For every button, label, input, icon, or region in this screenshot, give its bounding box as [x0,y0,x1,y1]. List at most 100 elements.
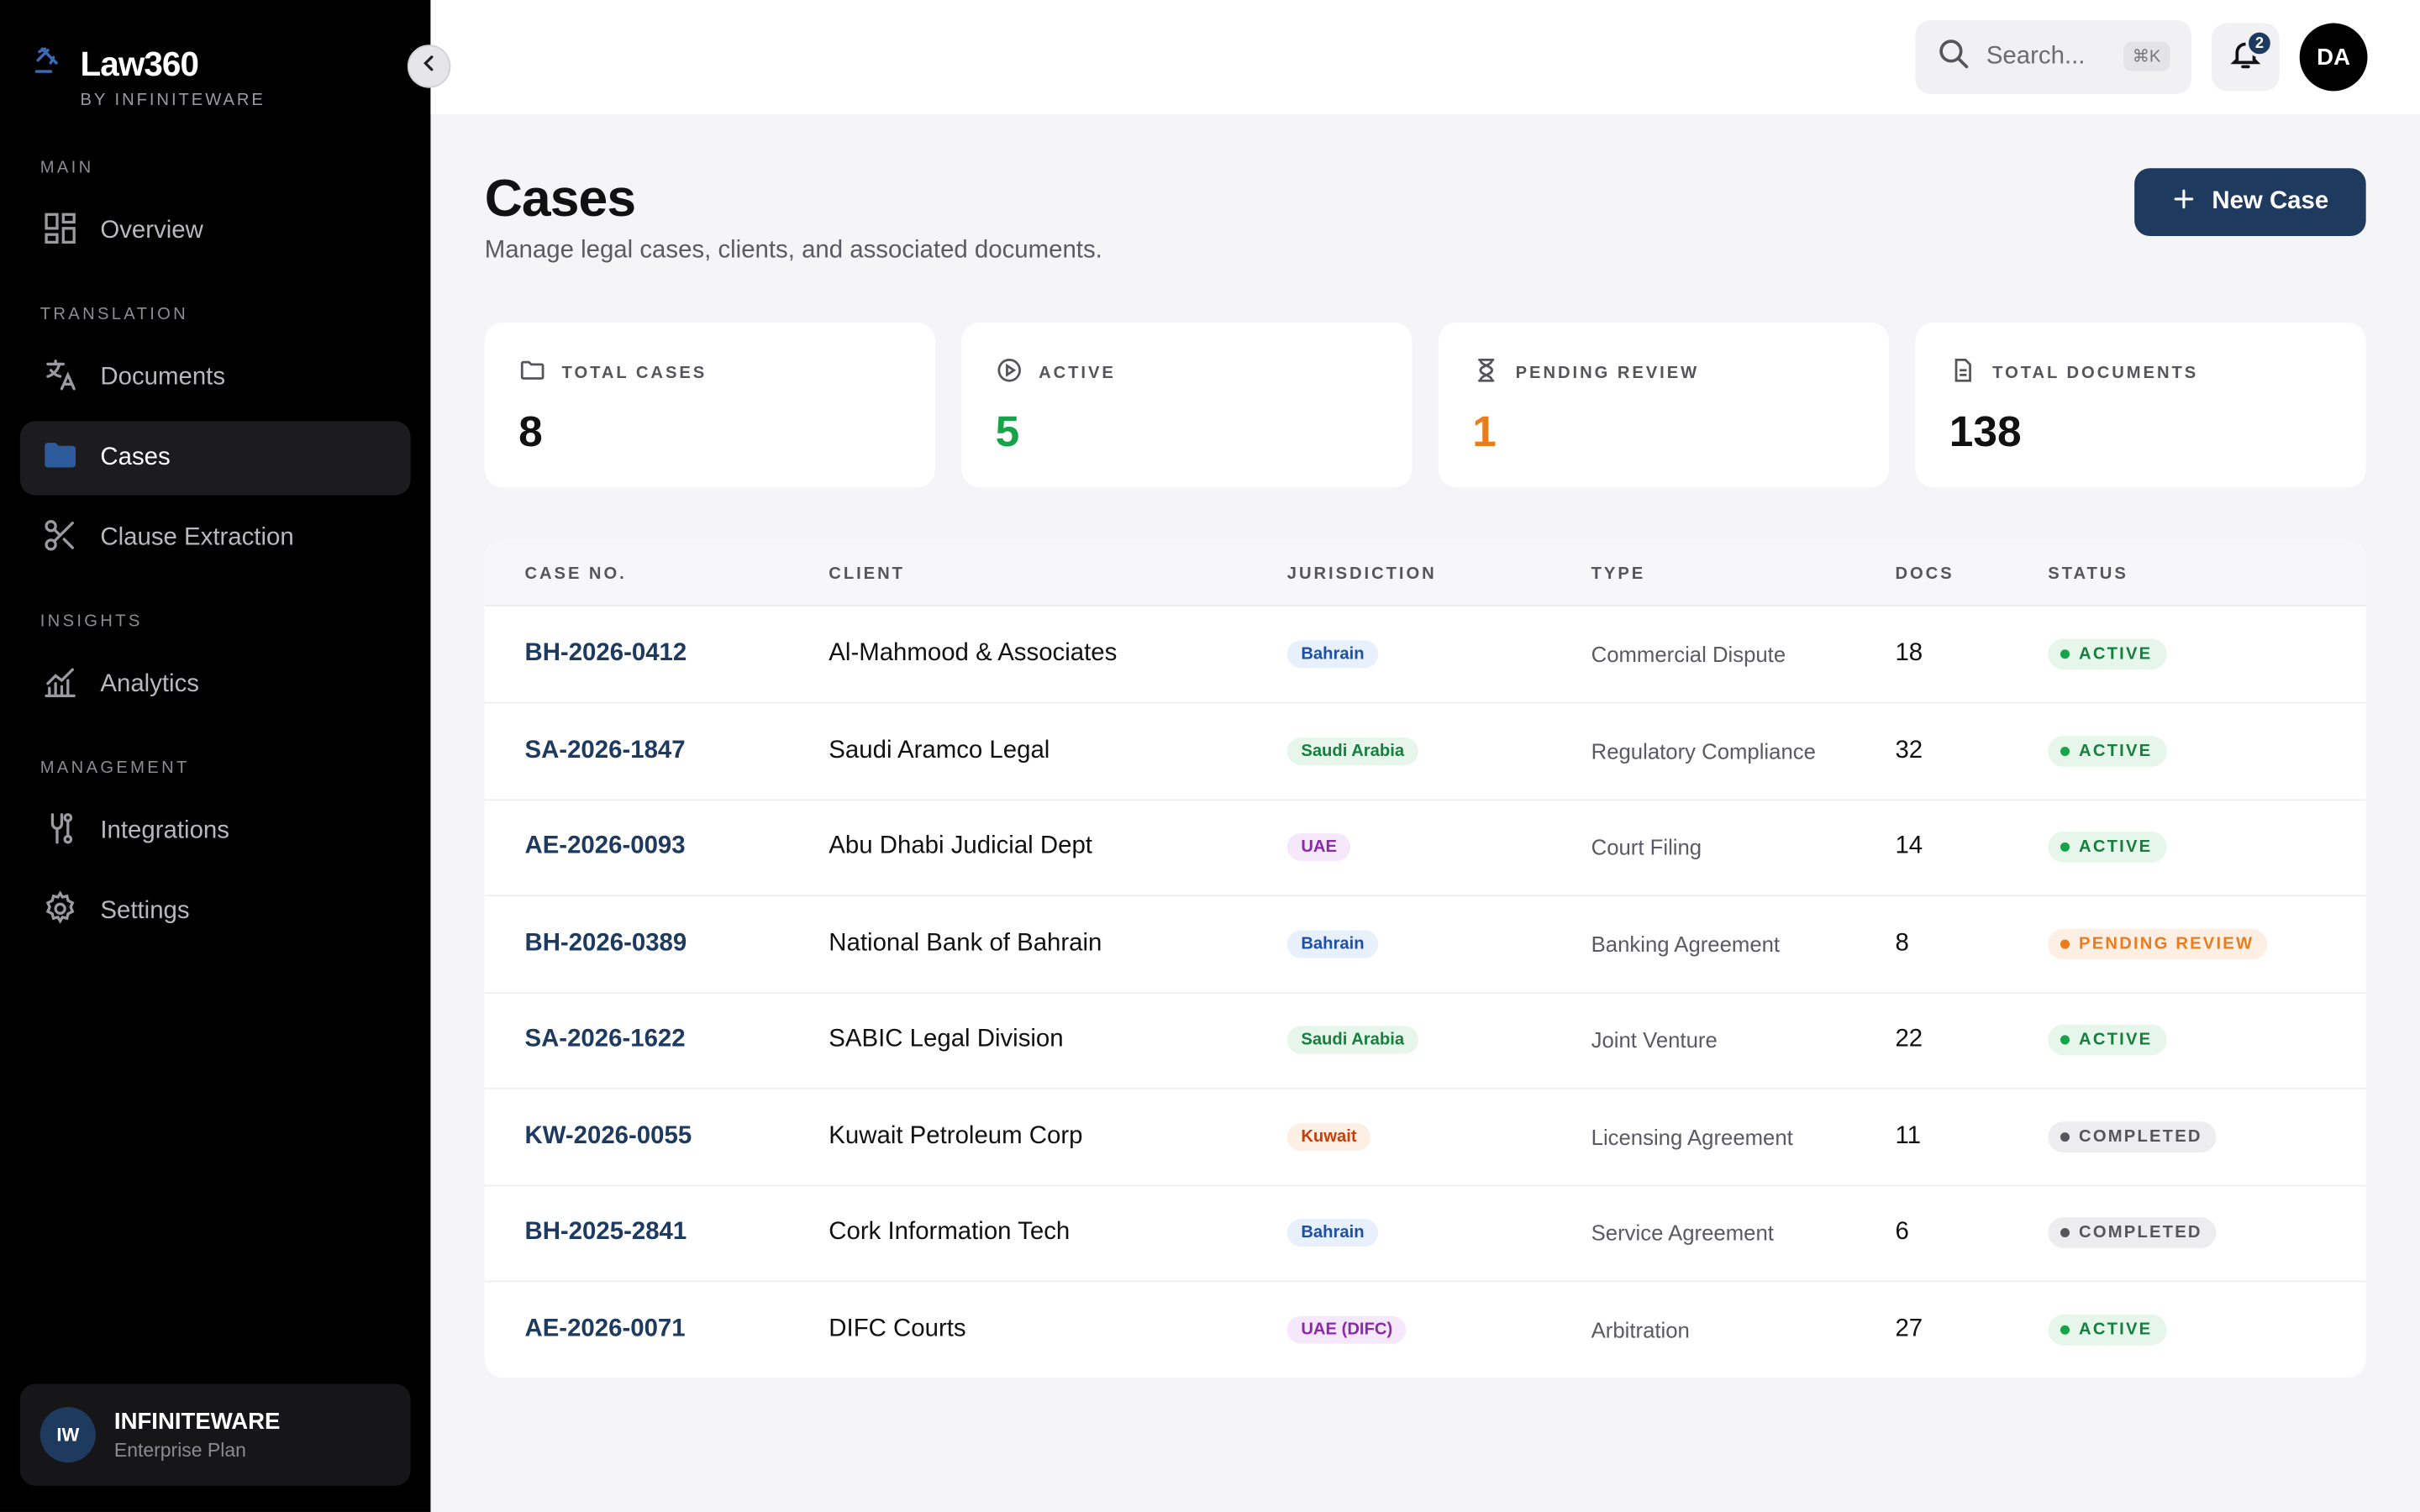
jurisdiction-badge: Kuwait [1286,1122,1371,1151]
sidebar-item-clause-extraction[interactable]: Clause Extraction [20,501,411,575]
docs-count: 14 [1895,832,1923,860]
sidebar-item-label: Cases [100,444,171,471]
table-row[interactable]: BH-2025-2841 Cork Information Tech Bahrain… [484,1185,2366,1283]
collapse-sidebar-button[interactable] [407,45,451,88]
client-name: National Bank of Bahrain [829,929,1102,956]
client-name: Kuwait Petroleum Corp [829,1122,1083,1149]
docs-count: 22 [1895,1026,1923,1053]
folder-icon [518,356,546,389]
case-number-link[interactable]: AE-2026-0093 [524,832,686,860]
section-label-translation: TRANSLATION [39,305,189,324]
sidebar-item-integrations[interactable]: Integrations [20,795,411,869]
page-subtitle: Manage legal cases, clients, and associa… [484,237,1102,265]
jurisdiction-badge: UAE (DIFC) [1286,1315,1407,1343]
status-dot-icon [2060,938,2070,948]
client-name: Abu Dhabi Judicial Dept [829,832,1092,860]
sidebar-item-label: Documents [100,364,226,391]
jurisdiction-badge: Bahrain [1286,1218,1379,1247]
search-box[interactable]: Search... ⌘K [1915,19,2192,95]
stat-value: 138 [1949,407,2022,455]
docs-count: 11 [1895,1122,1921,1149]
search-shortcut: ⌘K [2123,41,2170,71]
status-dot-icon [2060,1131,2070,1142]
sidebar-item-cases[interactable]: Cases [19,421,411,496]
status-badge: COMPLETED [2048,1217,2217,1248]
case-type: Banking Agreement [1591,931,1781,956]
sidebar-item-analytics[interactable]: Analytics [20,648,411,722]
case-number-link[interactable]: AE-2026-0071 [524,1315,686,1342]
sidebar-item-label: Settings [100,897,190,925]
table-row[interactable]: KW-2026-0055 Kuwait Petroleum Corp Kuwait L… [484,1089,2366,1186]
column-header-type[interactable]: TYPE [1591,564,1646,584]
status-dot-icon [2060,649,2070,659]
column-header-client[interactable]: CLIENT [829,564,905,584]
status-label: COMPLETED [2079,1223,2202,1242]
status-badge: PENDING REVIEW [2048,927,2268,959]
section-label-main: MAIN [39,159,94,178]
sidebar-item-documents[interactable]: Documents [20,341,411,415]
stat-value: 1 [1472,407,1497,455]
org-avatar: IW [39,1407,96,1463]
column-header-jurisdiction[interactable]: JURISDICTION [1286,564,1437,584]
table-row[interactable]: SA-2026-1847 Saudi Aramco Legal Saudi Arab… [484,703,2366,801]
table-row[interactable]: AE-2026-0071 DIFC Courts UAE (DIFC) Arbitra… [485,1281,2366,1378]
table-row[interactable]: BH-2026-0412 Al-Mahmood & Associates Bahra… [484,606,2366,704]
column-header-case-no[interactable]: CASE NO. [524,564,627,584]
case-number-link[interactable]: SA-2026-1622 [524,1026,686,1053]
new-case-label: New Case [2212,188,2329,215]
table-row[interactable]: AE-2026-0093 Abu Dhabi Judicial Dept UAE Co… [484,799,2366,897]
case-number-link[interactable]: KW-2026-0055 [524,1122,692,1149]
status-badge: ACTIVE [2048,638,2166,670]
status-dot-icon [2060,1035,2070,1045]
document-icon [1949,356,1977,389]
play-circle-icon [996,356,1023,389]
column-header-status[interactable]: STATUS [2048,564,2128,584]
gavel-icon [31,43,65,85]
section-label-management: MANAGEMENT [39,759,190,778]
brand[interactable]: Law360 BY INFINITEWARE [31,43,266,109]
case-number-link[interactable]: SA-2026-1847 [524,737,686,764]
status-label: ACTIVE [2079,644,2153,664]
case-type: Arbitration [1591,1316,1690,1342]
translate-icon [42,355,79,400]
column-header-docs[interactable]: DOCS [1895,564,1954,584]
stat-card-total-documents: TOTAL DOCUMENTS 138 [1915,322,2366,488]
status-label: ACTIVE [2079,837,2153,857]
user-avatar[interactable]: DA [2299,23,2368,92]
integrations-icon [42,809,79,853]
status-label: ACTIVE [2079,1320,2153,1339]
case-type: Licensing Agreement [1591,1124,1793,1149]
stat-value: 5 [995,407,1020,455]
client-name: SABIC Legal Division [829,1026,1064,1053]
sidebar-item-label: Overview [100,217,203,244]
sidebar: Law360 BY INFINITEWARE MAIN Overview TRA… [0,0,431,1512]
table-row[interactable]: SA-2026-1622 SABIC Legal Division Saudi Ar… [484,992,2366,1089]
status-label: ACTIVE [2079,1030,2153,1049]
notifications-button[interactable]: 2 [2211,23,2280,92]
case-number-link[interactable]: BH-2025-2841 [524,1218,687,1246]
org-plan: Enterprise Plan [113,1439,246,1462]
case-type: Service Agreement [1591,1220,1774,1246]
case-number-link[interactable]: BH-2026-0389 [524,929,687,956]
search-input[interactable]: Search... [1986,43,2086,70]
notification-badge: 2 [2245,29,2274,57]
dashboard-icon [42,209,79,254]
plus-icon [2172,186,2196,218]
status-badge: ACTIVE [2048,831,2166,863]
topbar: Search... ⌘K 2 DA [430,0,2420,114]
org-switcher[interactable]: IW INFINITEWARE Enterprise Plan [19,1383,411,1486]
stat-label: ACTIVE [1039,363,1116,382]
sidebar-item-label: Clause Extraction [100,524,294,551]
sidebar-item-overview[interactable]: Overview [20,194,411,268]
case-type: Joint Venture [1591,1027,1718,1053]
case-number-link[interactable]: BH-2026-0412 [524,640,687,667]
case-type: Regulatory Compliance [1591,738,1816,764]
client-name: DIFC Courts [829,1315,966,1342]
status-dot-icon [2060,746,2070,756]
jurisdiction-badge: Saudi Arabia [1286,1026,1418,1054]
status-dot-icon [2060,842,2070,852]
new-case-button[interactable]: New Case [2134,168,2366,237]
app-subtitle: BY INFINITEWARE [80,91,266,110]
table-row[interactable]: BH-2026-0389 National Bank of Bahrain Bahr… [484,895,2366,993]
sidebar-item-settings[interactable]: Settings [20,874,411,948]
